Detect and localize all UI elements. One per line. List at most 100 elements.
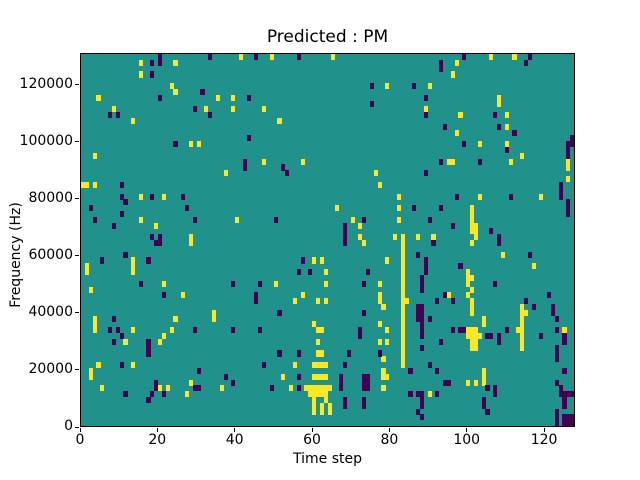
- heatmap-cell: [161, 292, 167, 299]
- heatmap-cell: [466, 280, 471, 287]
- heatmap-cell: [554, 327, 559, 334]
- heatmap-cell: [520, 333, 525, 340]
- heatmap-cell: [381, 373, 386, 380]
- heatmap-cell: [242, 164, 247, 171]
- heatmap-cell: [523, 59, 529, 66]
- heatmap-cell: [481, 315, 486, 322]
- heatmap-cell: [527, 251, 532, 258]
- x-tick-label: 40: [225, 432, 244, 448]
- heatmap-cell: [473, 338, 478, 345]
- heatmap-cell: [520, 315, 525, 322]
- heatmap-cell: [400, 350, 405, 357]
- heatmap-cell: [558, 181, 563, 188]
- heatmap-cell: [443, 123, 448, 130]
- heatmap-cell: [181, 292, 186, 299]
- heatmap-cell: [458, 112, 463, 119]
- y-tick-label: 80000: [28, 189, 73, 206]
- heatmap-cell: [377, 321, 382, 328]
- heatmap-cell: [554, 356, 559, 363]
- heatmap-cell: [288, 385, 294, 392]
- heatmap-cell: [215, 94, 220, 101]
- heatmap-cell: [470, 309, 475, 316]
- heatmap-cell: [470, 303, 475, 311]
- heatmap-cell: [342, 362, 348, 369]
- heatmap-cell: [312, 385, 317, 392]
- heatmap-cell: [485, 385, 490, 392]
- heatmap-cell: [312, 396, 317, 404]
- heatmap-cell: [146, 344, 151, 351]
- heatmap-cell: [269, 54, 274, 61]
- heatmap-cell: [416, 309, 421, 316]
- heatmap-cell: [520, 327, 525, 334]
- heatmap-cell: [454, 59, 459, 66]
- heatmap-cell: [196, 141, 201, 148]
- heatmap-cell: [470, 205, 475, 212]
- y-tick-label: 40000: [28, 304, 73, 321]
- heatmap-cell: [470, 274, 475, 281]
- y-tick-label: 20000: [28, 361, 73, 378]
- heatmap-cell: [231, 94, 236, 101]
- heatmap-cell: [470, 338, 475, 345]
- heatmap-cell: [377, 280, 382, 287]
- heatmap-cell: [369, 83, 374, 90]
- heatmap-cell: [496, 240, 502, 247]
- heatmap-cell: [416, 234, 421, 241]
- heatmap-cell: [192, 327, 197, 334]
- heatmap-cell: [489, 54, 494, 61]
- y-tick-mark: [75, 255, 79, 257]
- heatmap-cell: [400, 240, 405, 247]
- heatmap-cell: [412, 83, 417, 90]
- heatmap-cell: [323, 362, 328, 369]
- heatmap-cell: [381, 303, 386, 311]
- heatmap-cell: [273, 280, 278, 287]
- heatmap-cell: [107, 327, 113, 334]
- heatmap-cell: [150, 71, 155, 78]
- heatmap-cell: [323, 280, 328, 287]
- heatmap-cell: [508, 193, 513, 200]
- heatmap-cell: [154, 379, 159, 386]
- heatmap-cell: [319, 362, 324, 369]
- heatmap-cell: [450, 158, 455, 165]
- heatmap-cell: [481, 321, 486, 328]
- heatmap-cell: [470, 216, 475, 223]
- heatmap-cell: [439, 158, 444, 165]
- y-tick-mark: [75, 141, 79, 143]
- heatmap-cell: [470, 286, 475, 293]
- heatmap-cell: [450, 298, 455, 305]
- heatmap-cell: [554, 420, 559, 426]
- heatmap-cell: [319, 385, 324, 392]
- x-tick-label: 120: [530, 432, 558, 448]
- heatmap-cell: [562, 391, 567, 398]
- heatmap-cell: [315, 362, 321, 369]
- heatmap-cell: [466, 333, 471, 340]
- x-axis-label: Time step: [293, 451, 362, 467]
- heatmap-cell: [100, 385, 105, 392]
- heatmap-cell: [312, 257, 317, 264]
- heatmap-cell: [292, 298, 297, 305]
- heatmap-cell: [169, 83, 174, 90]
- heatmap-cell: [470, 222, 475, 229]
- heatmap-cell: [466, 269, 471, 276]
- heatmap-cell: [323, 385, 328, 392]
- heatmap-cell: [131, 257, 136, 264]
- heatmap-cell: [131, 327, 136, 334]
- heatmap-cell: [523, 309, 529, 316]
- heatmap-cell: [150, 391, 155, 398]
- heatmap-cell: [208, 112, 213, 119]
- heatmap-cell: [450, 327, 455, 334]
- heatmap-cell: [92, 327, 97, 334]
- heatmap-cell: [119, 193, 124, 200]
- heatmap-cell: [323, 396, 328, 404]
- heatmap-cell: [358, 222, 363, 229]
- heatmap-cell: [400, 245, 405, 252]
- heatmap-cell: [562, 402, 567, 409]
- heatmap-cell: [377, 181, 382, 188]
- heatmap-cell: [419, 274, 425, 281]
- heatmap-cell: [100, 257, 105, 264]
- heatmap-cell: [562, 367, 567, 374]
- heatmap-cell: [550, 309, 556, 316]
- heatmap-cell: [131, 263, 136, 270]
- heatmap-cell: [277, 117, 282, 125]
- heatmap-cell: [358, 333, 363, 340]
- heatmap-cell: [496, 123, 502, 130]
